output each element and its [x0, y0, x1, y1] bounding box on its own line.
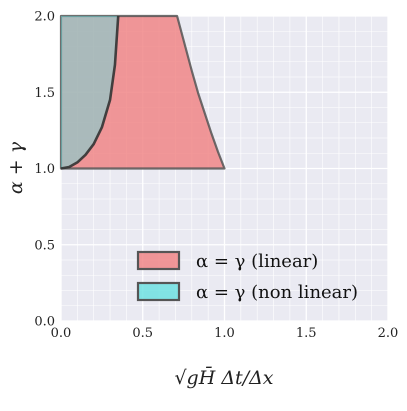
y-tick-label: 0.0: [34, 315, 55, 330]
y-axis-label: α + γ: [5, 141, 27, 194]
nonlinear-region: [61, 16, 119, 169]
x-tick-label: 0.0: [51, 326, 72, 341]
ticks: 0.0 0.5 1.0 1.5 2.0 0.0 0.5 1.0 1.5 2.0: [34, 10, 398, 342]
legend-swatch: [136, 250, 181, 271]
legend-item-nonlinear: α = γ (non linear): [136, 281, 358, 303]
y-tick-label: 1.5: [34, 86, 55, 101]
x-axis-label: √gH̄ Δt/Δx: [174, 366, 273, 389]
x-tick-label: 1.5: [296, 326, 317, 341]
regions: [59, 14, 226, 170]
svg-text:α + γ: α + γ: [5, 141, 27, 194]
x-tick-label: 2.0: [378, 326, 399, 341]
y-tick-label: 0.5: [34, 238, 55, 253]
y-tick-label: 2.0: [34, 10, 55, 25]
legend-item-linear: α = γ (linear): [136, 250, 318, 272]
legend-swatch: [136, 281, 181, 302]
legend-label: α = γ (linear): [196, 251, 318, 272]
y-tick-label: 1.0: [34, 162, 55, 177]
svg-text:√gH̄ Δt/Δx: √gH̄ Δt/Δx: [174, 366, 273, 389]
legend: α = γ (linear) α = γ (non linear): [136, 250, 358, 303]
x-tick-label: 1.0: [214, 326, 235, 341]
legend-label: α = γ (non linear): [196, 282, 358, 303]
nonlinear-boundary: [60, 15, 120, 170]
x-tick-label: 0.5: [132, 326, 153, 341]
